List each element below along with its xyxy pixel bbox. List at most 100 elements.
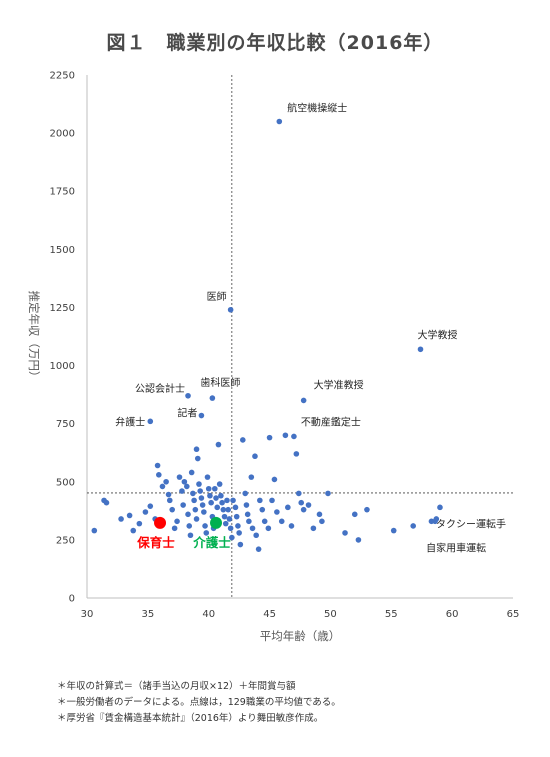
data-point [136,520,143,527]
highlight-label: 介護士 [192,535,231,550]
data-point [266,434,273,441]
data-point [207,492,213,499]
data-point [185,511,191,518]
annotated-point [300,397,307,404]
data-point [242,490,249,497]
data-point [191,497,197,504]
data-point [249,525,256,532]
data-point [278,518,285,525]
data-point [236,530,242,536]
data-point [269,497,275,504]
footnote-author: ＊厚労省『賃金構造基本統計』（2016年）より舞田敏彦作成。 [57,713,324,724]
y-tick-label: 1000 [50,361,75,372]
data-point [166,497,173,504]
data-point [203,530,210,536]
data-point [233,513,240,520]
data-point [192,506,199,513]
data-point [298,499,305,506]
y-tick-label: 0 [69,594,75,605]
data-point [215,441,222,448]
data-point [253,532,259,539]
occupation-label: 大学准教授 [314,378,364,391]
occupation-label: 自家用車運転 [426,541,486,554]
data-point [257,497,263,504]
data-point [103,499,110,506]
data-point [259,506,266,513]
data-point [194,455,201,462]
data-point [205,485,212,492]
data-point [142,509,149,515]
data-point [196,481,202,487]
data-point [156,472,162,478]
annotated-point [227,306,234,313]
data-point [201,509,207,515]
data-point [316,511,323,518]
highlight-label: 保育士 [136,535,175,550]
data-point [193,446,200,453]
data-point [184,483,190,490]
annotated-point [185,392,191,399]
data-point [186,523,193,529]
data-point [364,506,370,513]
data-point [235,523,241,529]
data-point [227,525,234,532]
data-point [244,511,251,518]
data-point [187,532,194,539]
data-point [91,527,98,534]
data-point [310,525,317,532]
annotated-point [417,346,424,353]
data-point [305,502,312,508]
data-point [220,506,227,513]
data-point [295,490,302,497]
annotated-point [432,518,438,525]
footnotes: ＊年収の計算式＝（諸手当込の月収×12）＋年間賞与額 ＊一般労働者のデータによる… [57,679,341,727]
data-point [199,502,206,508]
data-point [248,474,255,480]
y-tick-label: 250 [56,535,75,546]
highlight-point [210,516,223,529]
data-point [213,495,219,501]
highlight-point [154,516,167,529]
annotated-point [147,418,154,425]
x-tick-label: 65 [507,609,520,620]
data-point [355,537,362,543]
y-tick-label: 1250 [50,303,75,314]
data-point [174,518,180,525]
data-point [198,495,205,501]
data-point [179,488,185,494]
data-point [271,476,278,483]
occupation-label: 大学教授 [417,328,457,341]
occupation-label: 弁護士 [115,415,145,428]
occupation-label: 公認会計士 [135,382,185,395]
y-tick-label: 500 [56,477,75,488]
x-axis-title: 平均年齢（歳） [260,629,341,643]
data-point [252,453,258,460]
data-point [208,499,214,506]
data-point [188,469,195,476]
occupation-label: タクシー運転手 [436,517,506,530]
occupation-label: 航空機操縦士 [287,101,347,114]
data-point [147,503,154,509]
data-point [204,474,211,480]
data-point [274,509,280,515]
data-point [130,527,137,534]
data-point [288,523,295,529]
occupation-label: 不動産鑑定士 [301,415,361,428]
data-point [232,504,239,511]
data-point [176,474,183,480]
y-tick-label: 1500 [50,245,75,256]
x-tick-label: 30 [81,609,94,620]
data-point [226,516,233,522]
x-tick-label: 45 [263,609,276,620]
occupation-label: 歯科医師 [200,376,240,389]
x-tick-label: 60 [446,609,459,620]
data-point [239,437,246,443]
x-tick-label: 55 [385,609,398,620]
chart-title: 図１ 職業別の年収比較（2016年） [106,32,444,54]
data-point [222,520,229,527]
data-point [410,523,416,529]
data-point [319,518,325,525]
data-point [126,512,133,519]
data-point [342,530,348,536]
data-point [169,506,175,513]
